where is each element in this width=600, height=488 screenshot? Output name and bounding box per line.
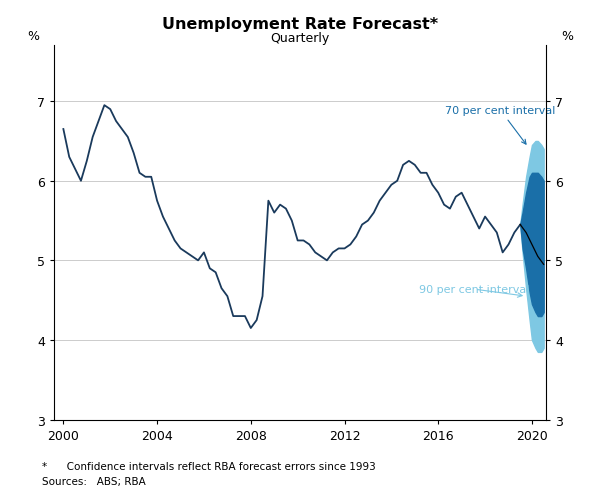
Text: 90 per cent interval: 90 per cent interval: [419, 285, 530, 298]
Text: %: %: [561, 30, 573, 42]
Text: *      Confidence intervals reflect RBA forecast errors since 1993: * Confidence intervals reflect RBA forec…: [42, 461, 376, 471]
Text: Sources:   ABS; RBA: Sources: ABS; RBA: [42, 476, 146, 486]
Text: %: %: [27, 30, 39, 42]
Text: Unemployment Rate Forecast*: Unemployment Rate Forecast*: [162, 17, 438, 32]
Text: Quarterly: Quarterly: [271, 32, 329, 45]
Text: 70 per cent interval: 70 per cent interval: [445, 106, 556, 145]
